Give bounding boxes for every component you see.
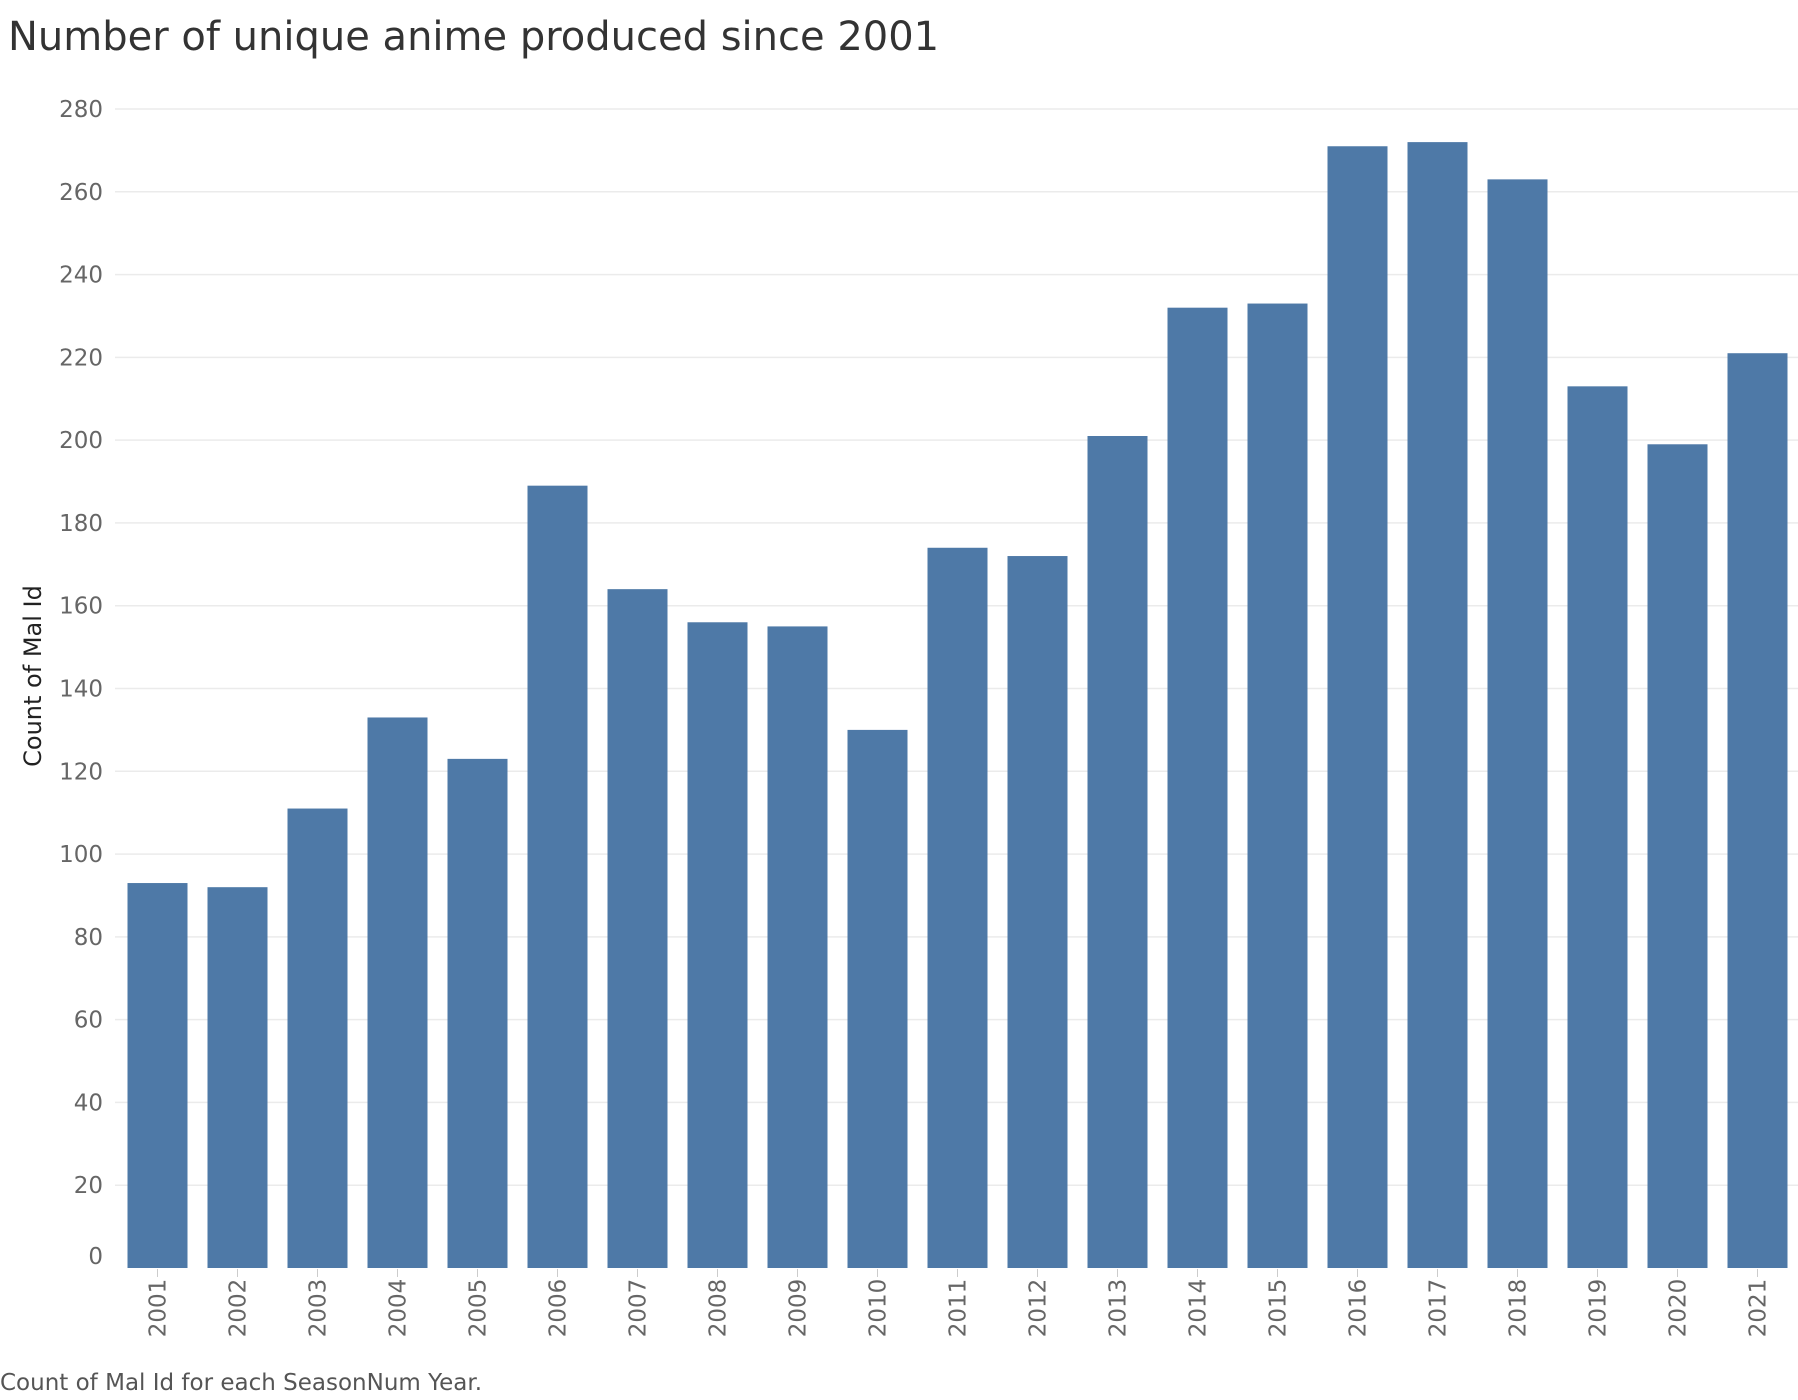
bar-2015 — [1247, 303, 1308, 1269]
bar-2018 — [1487, 179, 1548, 1268]
bar-2001 — [127, 883, 188, 1268]
bar-2010 — [847, 729, 908, 1268]
bar-2009 — [767, 626, 828, 1268]
x-tick-label: 2013 — [1106, 1279, 1132, 1338]
x-tick-label: 2003 — [306, 1279, 332, 1338]
x-tick-label: 2020 — [1666, 1279, 1692, 1338]
chart-caption: Count of Mal Id for each SeasonNum Year. — [0, 1370, 483, 1396]
y-tick-label: 100 — [59, 842, 103, 868]
y-tick-label: 200 — [59, 428, 103, 454]
x-tick-label: 2001 — [146, 1279, 172, 1338]
bar-2011 — [927, 547, 988, 1268]
y-tick-label: 60 — [74, 1008, 103, 1034]
x-tick-label: 2008 — [706, 1279, 732, 1338]
bar-2013 — [1087, 436, 1148, 1269]
bar-2007 — [607, 589, 668, 1268]
bar-2002 — [207, 887, 268, 1268]
x-tick-label: 2014 — [1186, 1279, 1212, 1338]
x-tick-label: 2021 — [1746, 1279, 1772, 1338]
x-tick-label: 2015 — [1266, 1279, 1292, 1338]
x-tick-label: 2018 — [1506, 1279, 1532, 1338]
x-tick-label: 2017 — [1426, 1279, 1452, 1338]
y-tick-label: 160 — [59, 594, 103, 620]
y-tick-label: 140 — [59, 677, 103, 703]
bar-2005 — [447, 758, 508, 1268]
bar-2017 — [1407, 142, 1468, 1269]
x-tick-label: 2002 — [226, 1279, 252, 1338]
y-axis-title: Count of Mal Id — [19, 585, 47, 767]
y-tick-label: 260 — [59, 180, 103, 206]
bars — [127, 142, 1788, 1269]
y-tick-label: 240 — [59, 263, 103, 289]
y-tick-label: 40 — [74, 1090, 103, 1116]
x-tick-label: 2010 — [866, 1279, 892, 1338]
bar-2012 — [1007, 556, 1068, 1268]
bar-2014 — [1167, 307, 1228, 1269]
x-tick-label: 2007 — [626, 1279, 652, 1338]
x-tick-label: 2016 — [1346, 1279, 1372, 1338]
y-axis-ticks: 0 20 40 60 80 100 120 140 160 180 200 220 240 260 280 — [59, 97, 103, 1270]
y-tick-label: 220 — [59, 345, 103, 371]
x-tick-label: 2004 — [386, 1279, 412, 1338]
x-tick-label: 2005 — [466, 1279, 492, 1338]
y-tick-label: 20 — [74, 1173, 103, 1199]
bar-2004 — [367, 717, 428, 1268]
bar-2016 — [1327, 146, 1388, 1269]
bar-chart: 020406080100120140160180200220240260280 … — [19, 97, 1798, 1337]
x-tick-label: 2012 — [1026, 1279, 1052, 1338]
y-tick-label: 180 — [59, 511, 103, 537]
x-axis-ticks: 2001 2002 2003 2004 2005 2006 2007 2008 2009 2010… — [146, 1269, 1772, 1337]
chart-title: Number of unique anime produced since 20… — [8, 14, 940, 60]
bar-2021 — [1727, 353, 1788, 1268]
x-tick-label: 2011 — [946, 1279, 972, 1338]
bar-2008 — [687, 622, 748, 1268]
y-tick-label: 0 — [88, 1244, 103, 1270]
bar-2006 — [527, 485, 588, 1268]
bar-2003 — [287, 808, 348, 1268]
y-tick-label: 280 — [59, 97, 103, 123]
x-tick-label: 2006 — [546, 1279, 572, 1338]
y-tick-label: 80 — [74, 925, 103, 951]
bar-2019 — [1567, 386, 1628, 1268]
x-tick-label: 2009 — [786, 1279, 812, 1338]
x-tick-label: 2019 — [1586, 1279, 1612, 1338]
y-tick-label: 120 — [59, 759, 103, 785]
bar-2020 — [1647, 444, 1708, 1269]
